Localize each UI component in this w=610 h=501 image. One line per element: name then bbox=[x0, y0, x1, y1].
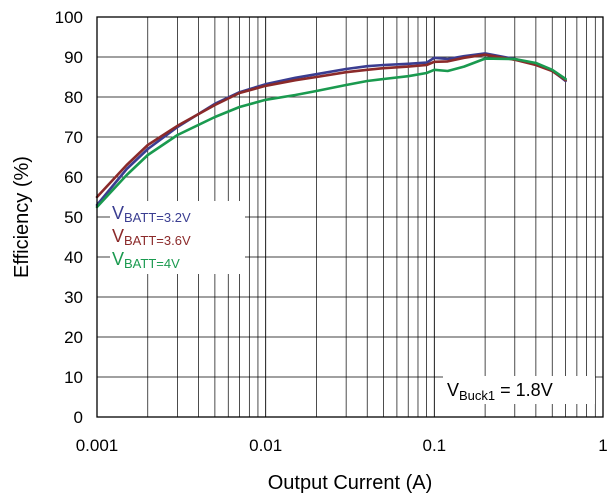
legend-background bbox=[110, 201, 245, 274]
y-tick-label: 40 bbox=[64, 248, 83, 267]
legend-entry-sub: BATT=3.2V bbox=[124, 210, 191, 225]
legend-entry-main: V bbox=[112, 249, 124, 269]
y-tick-label: 30 bbox=[64, 288, 83, 307]
y-tick-label: 50 bbox=[64, 208, 83, 227]
x-tick-label: 0.01 bbox=[249, 436, 282, 455]
annotation-suffix: = 1.8V bbox=[495, 380, 553, 400]
x-tick-label: 0.1 bbox=[423, 436, 447, 455]
y-tick-label: 20 bbox=[64, 328, 83, 347]
y-tick-label: 10 bbox=[64, 368, 83, 387]
tick-labels: 0 10 20 30 40 50 60 70 80 90 100 0.001 0.01 0.1 1 bbox=[55, 8, 608, 455]
plot-frame bbox=[96, 16, 604, 418]
legend-entry: VBATT=3.6V bbox=[112, 226, 191, 248]
annotation-prefix: V bbox=[447, 380, 459, 400]
y-tick-label: 70 bbox=[64, 128, 83, 147]
series-lines bbox=[95, 52, 567, 209]
annotation-background bbox=[443, 376, 595, 404]
legend-entry-main: V bbox=[112, 226, 124, 246]
y-axis-label: Efficiency (%) bbox=[11, 156, 33, 278]
series-line-3 bbox=[95, 57, 567, 209]
legend-entry-main: V bbox=[112, 203, 124, 223]
y-tick-label: 60 bbox=[64, 168, 83, 187]
x-axis-label: Output Current (A) bbox=[268, 472, 433, 494]
x-tick-label: 0.001 bbox=[76, 436, 119, 455]
y-tick-label: 90 bbox=[64, 48, 83, 67]
y-tick-label: 80 bbox=[64, 88, 83, 107]
x-tick-label: 1 bbox=[598, 436, 607, 455]
legend-entry-sub: BATT=4V bbox=[124, 256, 180, 271]
y-tick-label: 0 bbox=[74, 408, 83, 427]
legend-entry: VBATT=4V bbox=[112, 249, 180, 271]
annotation-subscript: Buck1 bbox=[459, 388, 495, 403]
legend-entry: VBATT=3.2V bbox=[112, 203, 191, 225]
series-line-1 bbox=[95, 52, 567, 207]
series-line-2 bbox=[95, 53, 567, 199]
vbuck-annotation: VBuck1 = 1.8V bbox=[443, 376, 595, 404]
legend-entry-sub: BATT=3.6V bbox=[124, 233, 191, 248]
y-tick-label: 100 bbox=[55, 8, 83, 27]
annotation-text: VBuck1 = 1.8V bbox=[447, 380, 553, 403]
